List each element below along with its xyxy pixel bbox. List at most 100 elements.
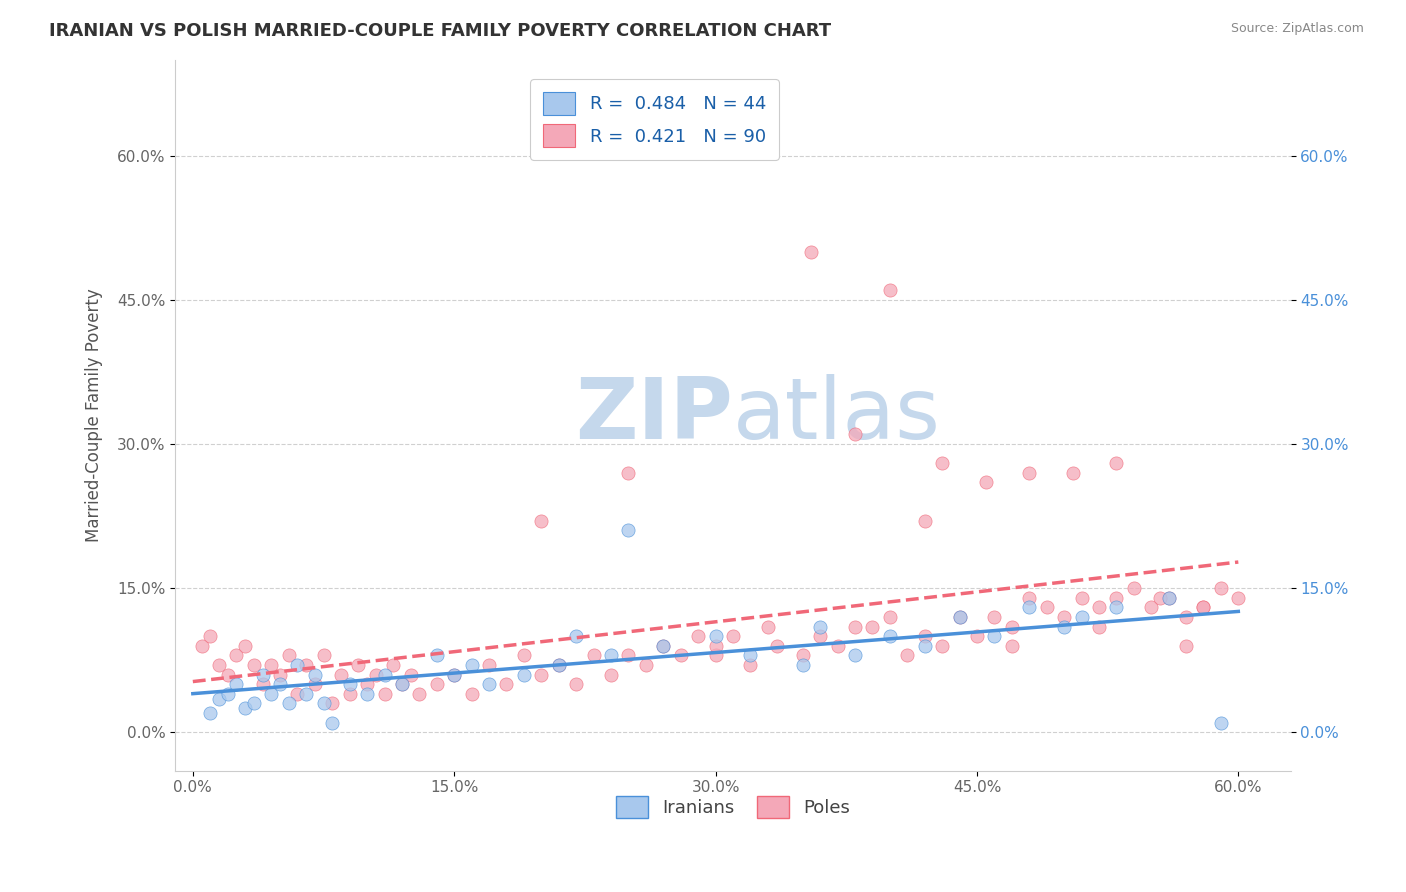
Point [844, 648, 866, 663]
Point [721, 629, 744, 643]
Point [1140, 600, 1163, 615]
Point [1209, 581, 1232, 595]
Point [948, 610, 970, 624]
Point [295, 658, 318, 673]
Point [225, 648, 247, 663]
Point [460, 687, 482, 701]
Point [495, 677, 517, 691]
Point [356, 677, 378, 691]
Point [208, 658, 231, 673]
Point [565, 629, 588, 643]
Point [391, 677, 413, 691]
Point [225, 677, 247, 691]
Point [860, 619, 883, 633]
Point [200, 706, 222, 720]
Point [1018, 600, 1040, 615]
Point [547, 658, 569, 673]
Point [896, 648, 918, 663]
Point [364, 667, 387, 681]
Point [200, 629, 222, 643]
Point [382, 658, 405, 673]
Point [844, 427, 866, 442]
Point [260, 687, 283, 701]
Point [443, 667, 465, 681]
Point [582, 648, 605, 663]
Point [1122, 581, 1144, 595]
Point [704, 648, 727, 663]
Point [513, 667, 536, 681]
Point [565, 677, 588, 691]
Point [617, 524, 640, 538]
Point [704, 629, 727, 643]
Point [879, 629, 901, 643]
Point [243, 658, 266, 673]
Point [304, 677, 326, 691]
Point [426, 648, 449, 663]
Point [1088, 600, 1111, 615]
Point [443, 667, 465, 681]
Point [1001, 639, 1024, 653]
Point [652, 639, 675, 653]
Point [765, 639, 787, 653]
Point [669, 648, 692, 663]
Point [243, 697, 266, 711]
Point [347, 658, 370, 673]
Text: atlas: atlas [733, 374, 941, 457]
Point [1209, 715, 1232, 730]
Point [756, 619, 779, 633]
Point [356, 687, 378, 701]
Point [329, 667, 352, 681]
Point [460, 658, 482, 673]
Point [391, 677, 413, 691]
Point [312, 697, 335, 711]
Point [1157, 591, 1180, 605]
Point [339, 687, 361, 701]
Point [931, 639, 953, 653]
Point [217, 687, 239, 701]
Point [1088, 619, 1111, 633]
Point [208, 691, 231, 706]
Point [252, 677, 274, 691]
Point [252, 667, 274, 681]
Point [879, 283, 901, 297]
Point [321, 697, 343, 711]
Point [260, 658, 283, 673]
Point [1018, 466, 1040, 480]
Point [373, 667, 395, 681]
Point [287, 658, 309, 673]
Point [190, 639, 212, 653]
Point [321, 715, 343, 730]
Point [1157, 591, 1180, 605]
Point [974, 475, 997, 490]
Point [914, 629, 936, 643]
Point [478, 677, 501, 691]
Point [931, 456, 953, 470]
Point [312, 648, 335, 663]
Point [740, 648, 762, 663]
Point [1001, 619, 1024, 633]
Text: IRANIAN VS POLISH MARRIED-COUPLE FAMILY POVERTY CORRELATION CHART: IRANIAN VS POLISH MARRIED-COUPLE FAMILY … [49, 22, 831, 40]
Point [948, 610, 970, 624]
Point [547, 658, 569, 673]
Point [792, 658, 814, 673]
Point [844, 619, 866, 633]
Point [233, 701, 256, 715]
Point [617, 648, 640, 663]
Point [478, 658, 501, 673]
Point [1018, 591, 1040, 605]
Point [983, 610, 1005, 624]
Point [217, 667, 239, 681]
Point [983, 629, 1005, 643]
Point [879, 610, 901, 624]
Point [295, 687, 318, 701]
Point [1105, 600, 1128, 615]
Point [1192, 600, 1215, 615]
Point [652, 639, 675, 653]
Point [1105, 591, 1128, 605]
Point [269, 667, 291, 681]
Point [399, 667, 422, 681]
Point [808, 619, 831, 633]
Point [1175, 639, 1198, 653]
Point [1175, 610, 1198, 624]
Point [914, 514, 936, 528]
